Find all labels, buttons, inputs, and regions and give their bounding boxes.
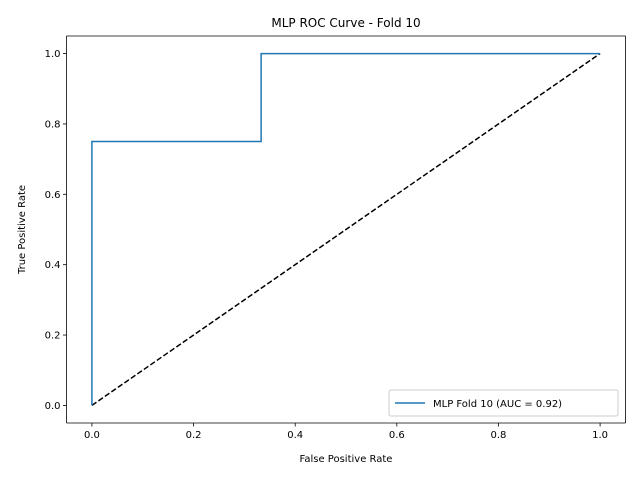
y-axis-ticks: 0.0 0.2 0.4 0.6 0.8 1.0	[45, 49, 67, 412]
legend-box	[388, 389, 619, 417]
y-tick-label: 0.4	[45, 260, 61, 271]
x-axis-label: False Positive Rate	[300, 454, 393, 465]
y-tick-label: 1.0	[45, 49, 61, 60]
y-tick-label: 0.8	[45, 119, 61, 130]
x-tick-label: 0.6	[389, 430, 405, 441]
legend: MLP Fold 10 (AUC = 0.92)	[388, 389, 619, 417]
series-line-roc	[91, 52, 601, 406]
x-tick-label: 0.2	[186, 430, 202, 441]
y-tick-label: 0.6	[45, 190, 61, 201]
legend-label: MLP Fold 10 (AUC = 0.92)	[433, 399, 562, 410]
x-tick-label: 0.4	[287, 430, 303, 441]
y-tick-label: 0.2	[45, 331, 61, 342]
chart-title: MLP ROC Curve - Fold 10	[271, 16, 420, 30]
x-tick-label: 0.8	[491, 430, 507, 441]
x-tick-label: 1.0	[592, 430, 608, 441]
y-axis-label: True Positive Rate	[17, 185, 28, 275]
series-layer	[91, 52, 601, 407]
series-line-chance	[91, 52, 601, 407]
axes-frame	[66, 35, 626, 424]
y-tick-label: 0.0	[45, 401, 61, 412]
x-axis-ticks: 0.0 0.2 0.4 0.6 0.8 1.0	[84, 423, 608, 441]
x-tick-label: 0.0	[84, 430, 100, 441]
